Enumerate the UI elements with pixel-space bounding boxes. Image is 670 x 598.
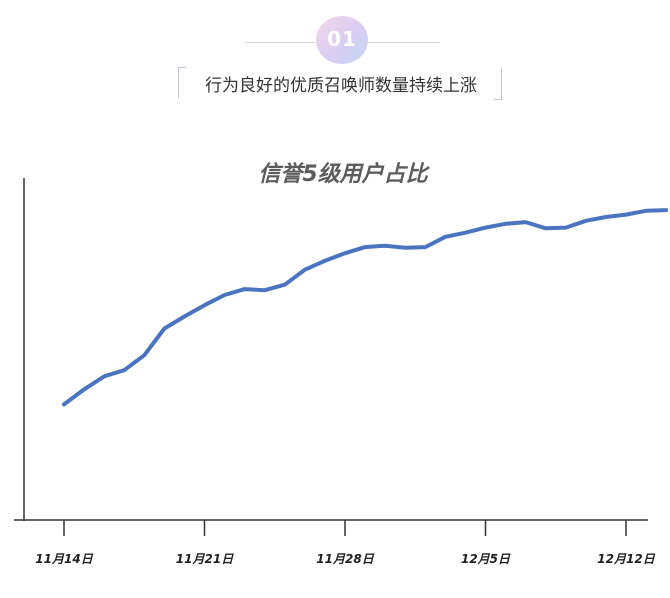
x-tick-label: 11月21日	[176, 552, 234, 566]
subtitle-bracket-left	[178, 67, 186, 98]
header-divider-right	[364, 42, 440, 43]
x-tick-label: 12月5日	[461, 552, 511, 566]
x-axis-ticks: 11月14日 11月21日 11月28日 12月5日 12月12日	[35, 520, 656, 566]
subtitle-bracket-right	[494, 69, 502, 100]
section-subtitle: 行为良好的优质召唤师数量持续上涨	[205, 76, 477, 96]
x-tick-label: 11月14日	[35, 552, 93, 566]
series-line	[62, 208, 669, 407]
chart-series	[62, 208, 669, 407]
chart-title: 信誉5级用户占比	[258, 161, 430, 187]
section-number: 01	[327, 27, 357, 51]
x-tick-label: 12月12日	[597, 552, 655, 566]
header-divider-left	[244, 42, 322, 43]
x-tick-label: 11月28日	[316, 552, 374, 566]
chart-axes	[14, 178, 648, 521]
section-number-badge	[316, 16, 368, 64]
